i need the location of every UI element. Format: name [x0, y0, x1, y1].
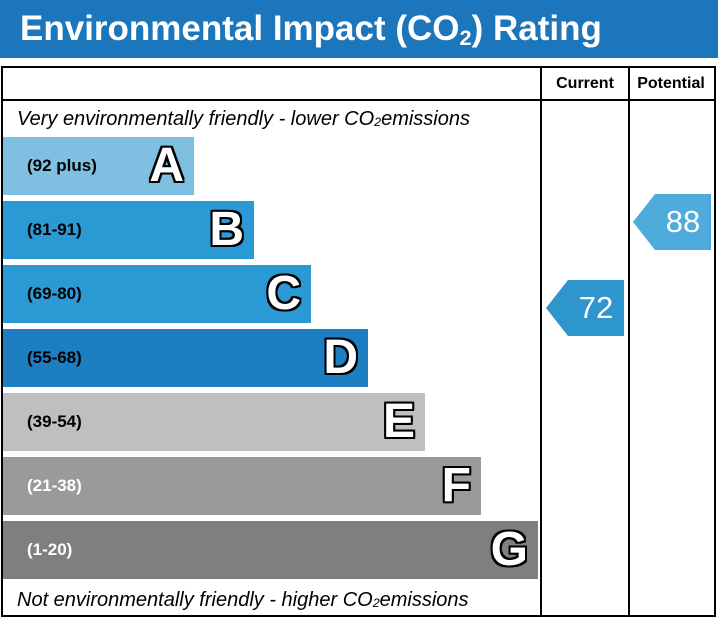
current-rating-value: 72: [578, 290, 614, 325]
band-g-range: (1-20): [27, 540, 73, 559]
left-arrow-icon: [633, 194, 711, 250]
top-note-post: emissions: [381, 107, 470, 130]
band-e: (39-54) E: [3, 393, 425, 451]
band-c-letter: C: [266, 267, 301, 320]
band-c: (69-80) C: [3, 265, 311, 323]
bottom-note: Not environmentally friendly - higher CO…: [3, 585, 540, 615]
band-b-range: (81-91): [27, 220, 82, 239]
table-body-row: Very environmentally friendly - lower CO…: [3, 101, 714, 615]
band-e-range: (39-54): [27, 412, 82, 431]
header-spacer-cell: [3, 68, 540, 99]
bands-area: Very environmentally friendly - lower CO…: [3, 101, 540, 615]
top-note: Very environmentally friendly - lower CO…: [3, 101, 540, 137]
band-f-letter: F: [441, 459, 471, 512]
band-b-letter: B: [209, 203, 244, 256]
top-note-co2-subscript: 2: [374, 115, 382, 130]
page-title-pre: Environmental Impact (CO: [20, 9, 460, 48]
band-b: (81-91) B: [3, 201, 254, 259]
band-g-letter: G: [490, 523, 528, 576]
top-note-pre: Very environmentally friendly - lower CO: [17, 107, 375, 130]
potential-column: 88: [628, 101, 712, 615]
bottom-note-post: emissions: [379, 588, 469, 611]
potential-arrow-shape: [633, 194, 711, 250]
band-f: (21-38) F: [3, 457, 481, 515]
current-column: 72: [540, 101, 628, 615]
current-arrow-shape: [546, 280, 624, 336]
current-column-header: Current: [540, 68, 628, 99]
band-d-range: (55-68): [27, 348, 82, 367]
band-f-range: (21-38): [27, 476, 82, 495]
page-title-post: ) Rating: [471, 9, 602, 48]
band-a: (92 plus) A: [3, 137, 194, 195]
bottom-note-pre: Not environmentally friendly - higher CO: [17, 588, 373, 611]
band-c-range: (69-80): [27, 284, 82, 303]
chart-title-bar: Environmental Impact (CO2) Rating: [0, 0, 718, 58]
rating-table: Current Potential Very environmentally f…: [1, 66, 716, 617]
band-a-letter: A: [149, 139, 184, 192]
potential-rating-value: 88: [665, 204, 701, 239]
current-rating-arrow: 72: [546, 280, 624, 336]
left-arrow-icon: [546, 280, 624, 336]
band-d: (55-68) D: [3, 329, 368, 387]
band-a-range: (92 plus): [27, 156, 97, 175]
table-header-row: Current Potential: [3, 68, 714, 101]
band-e-letter: E: [382, 395, 415, 448]
co2-subscript: 2: [459, 24, 472, 50]
page-title: Environmental Impact (CO2) Rating: [20, 9, 602, 50]
band-g: (1-20) G: [3, 521, 538, 579]
bottom-note-co2-subscript: 2: [372, 596, 380, 611]
band-d-letter: D: [323, 331, 358, 384]
potential-rating-arrow: 88: [633, 194, 711, 250]
potential-column-header: Potential: [628, 68, 712, 99]
